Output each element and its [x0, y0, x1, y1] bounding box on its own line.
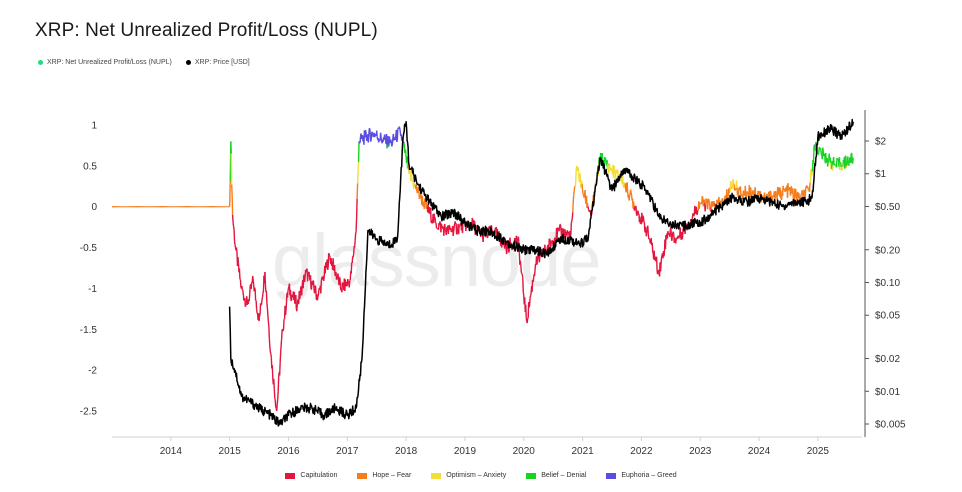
y-left-tick--1: -1 — [88, 284, 97, 295]
y-left-tick--1.5: -1.5 — [80, 325, 98, 336]
y-right-tick-$1: $1 — [875, 169, 887, 180]
price-legend-dot — [185, 60, 191, 65]
top-legend: XRP: Net Unrealized Profit/Loss (NUPL) X… — [38, 59, 250, 66]
zone-legend-optimism-anxiety[interactable]: Optimism – Anxiety — [431, 472, 506, 479]
y-right-tick-$2: $2 — [875, 137, 887, 148]
x-tick-label-2024: 2024 — [748, 446, 771, 457]
x-tick-label-2015: 2015 — [219, 446, 242, 457]
legend-item-price[interactable]: XRP: Price [USD] — [185, 59, 250, 66]
zone-label-optimism-anxiety: Optimism – Anxiety — [446, 472, 507, 479]
zone-legend: Capitulation Hope – Fear Optimism – Anxi… — [0, 472, 962, 479]
x-tick-label-2025: 2025 — [807, 446, 830, 457]
y-left-tick--2.5: -2.5 — [80, 407, 98, 418]
capitulation-swatch — [285, 472, 296, 479]
y-right-tick-$0.10: $0.10 — [875, 278, 900, 289]
legend-label-nupl: XRP: Net Unrealized Profit/Loss (NUPL) — [47, 59, 172, 66]
hope-fear-swatch — [357, 472, 368, 479]
nupl-segment — [228, 181, 231, 207]
x-tick-label-2016: 2016 — [277, 446, 300, 457]
legend-item-nupl[interactable]: XRP: Net Unrealized Profit/Loss (NUPL) — [38, 59, 172, 66]
y-left-tick--0.5: -0.5 — [80, 243, 98, 254]
x-tick-label-2020: 2020 — [513, 446, 536, 457]
euphoria-greed-swatch — [606, 472, 617, 479]
x-tick-label-2018: 2018 — [395, 446, 418, 457]
zone-label-capitulation: Capitulation — [300, 472, 338, 479]
zone-label-euphoria-greed: Euphoria – Greed — [621, 472, 677, 479]
zone-legend-hope-fear[interactable]: Hope – Fear — [357, 472, 411, 479]
zone-label-hope-fear: Hope – Fear — [372, 472, 412, 479]
y-right-tick-$0.005: $0.005 — [875, 420, 906, 431]
x-tick-label-2014: 2014 — [160, 446, 183, 457]
y-right-tick-$0.02: $0.02 — [875, 354, 900, 365]
y-left-tick-0: 0 — [91, 202, 97, 213]
page-title: XRP: Net Unrealized Profit/Loss (NUPL) — [35, 20, 378, 41]
y-right-tick-$0.01: $0.01 — [875, 387, 900, 398]
zone-legend-euphoria-greed[interactable]: Euphoria – Greed — [606, 472, 677, 479]
zone-legend-capitulation[interactable]: Capitulation — [285, 472, 337, 479]
x-tick-label-2021: 2021 — [571, 446, 594, 457]
x-tick-label-2017: 2017 — [336, 446, 359, 457]
y-right-tick-$0.50: $0.50 — [875, 202, 900, 213]
price-line — [228, 118, 854, 427]
y-left-tick--2: -2 — [88, 366, 97, 377]
nupl-legend-dot — [38, 60, 43, 65]
x-tick-label-2022: 2022 — [630, 446, 653, 457]
x-tick-label-2019: 2019 — [454, 446, 477, 457]
y-left-tick-1: 1 — [91, 121, 97, 132]
x-tick-label-2023: 2023 — [689, 446, 712, 457]
zone-label-belief-denial: Belief – Denial — [541, 472, 587, 479]
y-left-tick-0.5: 0.5 — [83, 161, 97, 172]
zone-legend-belief-denial[interactable]: Belief – Denial — [526, 472, 586, 479]
legend-label-price: XRP: Price [USD] — [194, 59, 250, 66]
belief-denial-swatch — [526, 472, 537, 479]
y-right-tick-$0.05: $0.05 — [875, 311, 900, 322]
optimism-anxiety-swatch — [431, 472, 442, 479]
y-right-tick-$0.20: $0.20 — [875, 245, 900, 256]
